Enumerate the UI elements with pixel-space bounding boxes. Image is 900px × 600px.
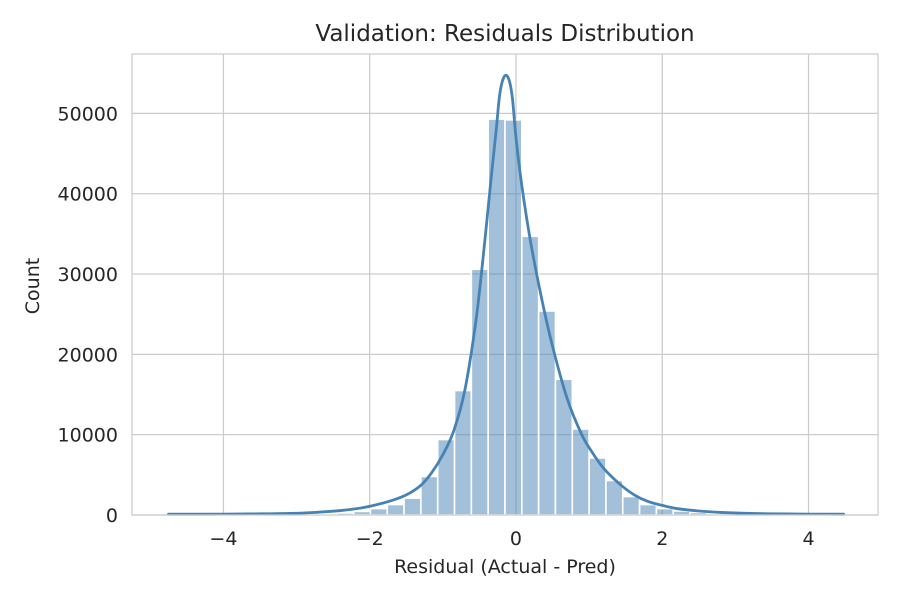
kde-line: [167, 73, 846, 516]
y-axis-title: Count: [22, 258, 44, 314]
x-axis-ticks: −4 −2 0 2 4: [209, 528, 814, 550]
histogram-bar: [504, 119, 523, 516]
y-tick-label: 20000: [58, 344, 118, 366]
histogram-bar: [369, 507, 389, 516]
histogram-bar: [621, 495, 641, 516]
histogram-bar: [638, 503, 658, 516]
y-tick-label: 0: [106, 505, 118, 527]
x-tick-label: 0: [510, 528, 522, 550]
histogram-bar: [470, 268, 489, 516]
x-tick-label: −2: [356, 528, 384, 550]
histogram-bar: [554, 378, 574, 516]
histogram-bar: [655, 507, 675, 516]
x-tick-label: −4: [209, 528, 237, 550]
x-axis-title: Residual (Actual - Pred): [394, 556, 616, 578]
histogram-bar: [537, 310, 557, 516]
histogram-bar: [386, 503, 405, 516]
chart-title: Validation: Residuals Distribution: [315, 21, 694, 47]
histogram-bar: [403, 497, 422, 516]
histogram-bars: [167, 118, 845, 516]
y-tick-label: 10000: [58, 425, 118, 447]
y-tick-label: 30000: [58, 264, 118, 286]
plot-area-frame: [131, 53, 879, 516]
histogram-bar: [453, 389, 473, 516]
y-axis-ticks: 0 10000 20000 30000 40000 50000: [58, 103, 118, 527]
x-tick-label: 4: [802, 528, 814, 550]
y-tick-label: 40000: [58, 184, 118, 206]
x-tick-label: 2: [656, 528, 668, 550]
kde-curve-group: [167, 73, 846, 516]
y-tick-label: 50000: [58, 103, 118, 125]
